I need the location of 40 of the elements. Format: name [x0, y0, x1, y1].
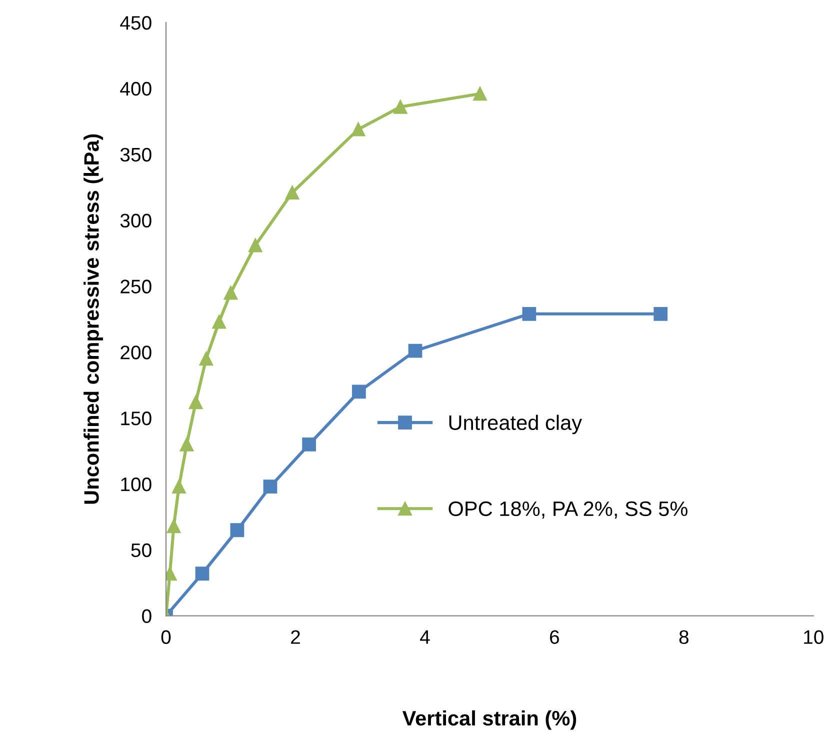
y-tick-label: 200: [120, 346, 152, 360]
point: [263, 480, 278, 494]
y-tick-label: 250: [120, 280, 152, 294]
y-tick-label: 400: [120, 82, 152, 96]
point: [166, 519, 181, 534]
point: [248, 238, 262, 252]
point: [224, 286, 238, 300]
x-tick-label: 2: [291, 630, 300, 644]
point: [180, 437, 194, 452]
x-tick-label: 10: [804, 630, 824, 644]
y-tick-label: 150: [121, 412, 152, 426]
y-tick-label: 50: [131, 543, 152, 558]
y-axis-title: Unconfined compressive stress (kPa): [84, 134, 104, 504]
point: [351, 122, 366, 136]
point: [302, 437, 316, 452]
point: [352, 384, 366, 399]
x-tick-label: 0: [161, 630, 171, 644]
point: [188, 395, 203, 410]
legend-label: Untreated clay: [449, 414, 582, 434]
point: [230, 523, 244, 538]
x-tick-label: 4: [420, 630, 430, 644]
point: [654, 306, 668, 321]
point: [393, 100, 408, 114]
point: [285, 186, 300, 200]
y-tick-label: 450: [120, 16, 152, 30]
point: [172, 480, 186, 494]
x-axis-title: Vertical strain (%): [402, 710, 576, 730]
point: [212, 314, 226, 329]
point: [199, 352, 214, 366]
x-tick-label: 6: [550, 630, 559, 644]
y-tick-label: 300: [120, 214, 152, 228]
y-tick-label: 0: [142, 609, 152, 624]
point: [473, 86, 487, 101]
legend-label: OPC 18%, PA 2%, SS 5%: [448, 501, 688, 519]
y-tick-label: 350: [120, 148, 152, 162]
x-tick-label: 8: [679, 630, 688, 644]
point: [195, 566, 210, 581]
point: [522, 306, 536, 321]
point: [408, 344, 422, 358]
y-tick-label: 100: [121, 477, 152, 492]
